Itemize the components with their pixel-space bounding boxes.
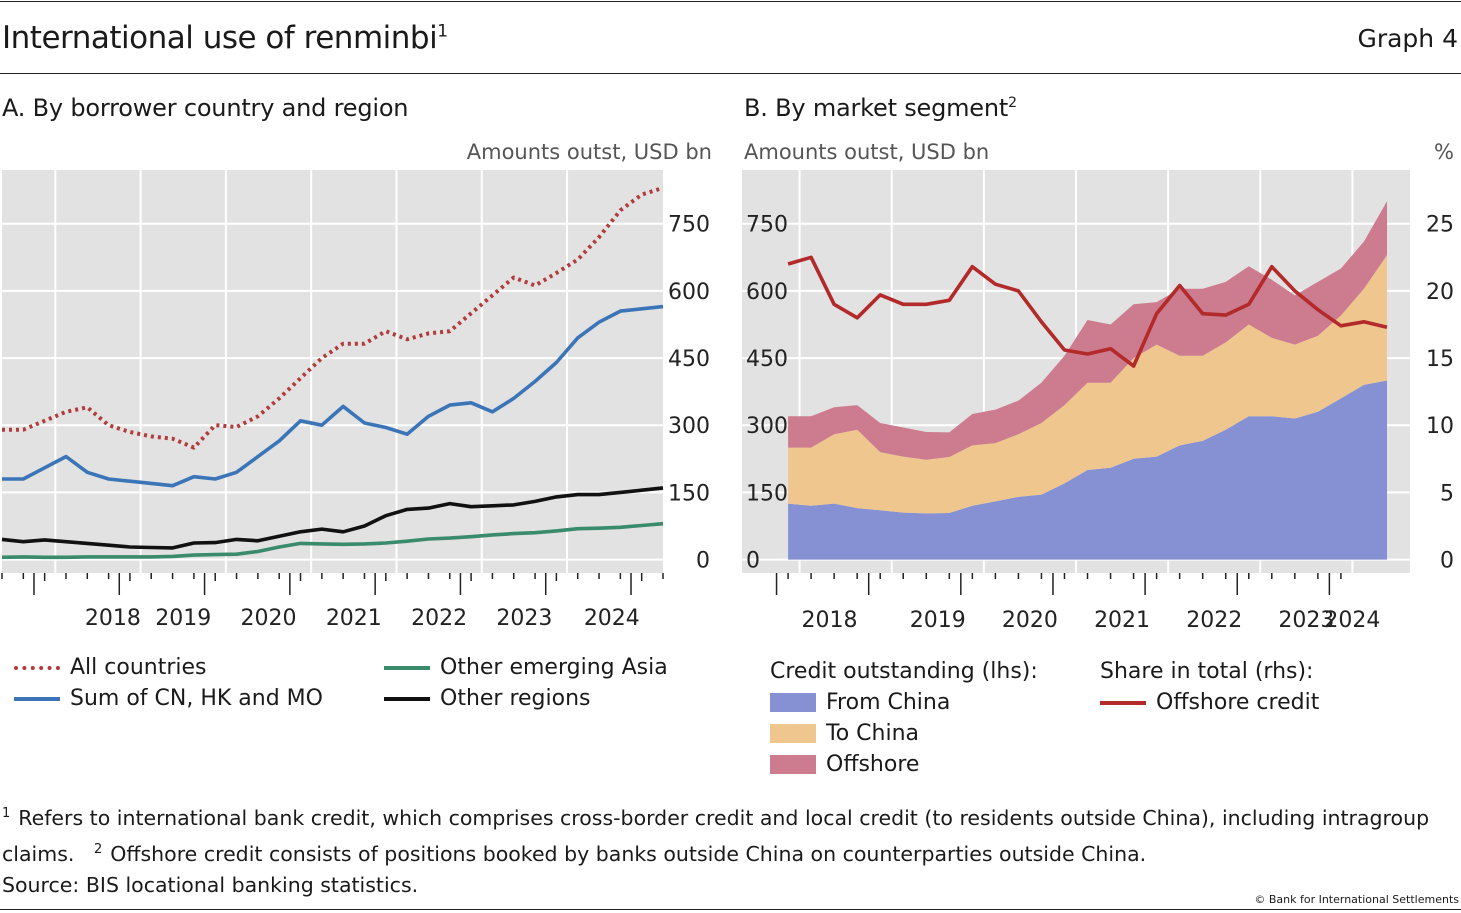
x-tick-label: 2024: [584, 606, 640, 631]
area-from-china: [788, 380, 1387, 560]
legend-swatch-offshore: [770, 755, 816, 774]
series-all-countries: [2, 185, 664, 450]
header-rule: [0, 73, 1461, 74]
legend-swatch-other-em-asia: [384, 665, 430, 670]
chart-a: 0 150 300 450 600 750 2018 2019 2020 2021 2022 2023…: [1, 170, 710, 631]
legend-swatch-offshore-credit: [1100, 700, 1146, 705]
legend-item-offshore-credit: Offshore credit: [1100, 687, 1319, 718]
top-rule: [0, 1, 1461, 2]
legend-swatch-from-china: [770, 693, 816, 712]
y-tick-label-left: 600: [746, 280, 788, 305]
x-tick-label: 2020: [1002, 608, 1058, 633]
y-tick-label: 150: [668, 481, 710, 506]
panel-a-title: A. By borrower country and region: [2, 94, 409, 122]
x-tick-label: 2020: [241, 606, 297, 631]
y-tick-label: 750: [668, 213, 710, 238]
panel-b-unit-right: %: [1434, 140, 1454, 164]
legend-label-other-regions: Other regions: [440, 686, 591, 711]
y-tick-label: 300: [668, 414, 710, 439]
y-tick-label: 600: [668, 280, 710, 305]
legend-a: All countries Sum of CN, HK and MO: [14, 652, 323, 714]
x-tick-label: 2019: [155, 606, 211, 631]
area-offshore: [788, 201, 1387, 460]
legend-label-from-china: From China: [826, 690, 951, 715]
series-offshore-credit-share: [787, 255, 1388, 368]
y-tick-label-left: 750: [746, 213, 788, 238]
panel-b-title: B. By market segment2: [744, 94, 1017, 122]
legend-label-offshore: Offshore: [826, 752, 920, 777]
panel-b-unit-left: Amounts outst, USD bn: [744, 140, 990, 164]
chart-b: 0 150 300 450 600 750 0 5 10 15 20 25 2018 2019 2020 20…: [742, 170, 1454, 633]
x-tick-label: 2021: [326, 606, 382, 631]
series-other-em-asia: [1, 521, 664, 560]
legend-item-sum-cn-hk-mo: Sum of CN, HK and MO: [14, 683, 323, 714]
legend-item-other-regions: Other regions: [384, 683, 668, 714]
x-tick-label: 2018: [85, 606, 141, 631]
y-tick-label-left: 0: [746, 549, 760, 574]
y-tick-label-left: 150: [746, 481, 788, 506]
page-title: International use of renminbi1: [2, 20, 448, 56]
y-tick-label-left: 450: [746, 347, 788, 372]
x-tick-label: 2022: [1186, 608, 1242, 633]
x-tick-label: 2024: [1324, 608, 1380, 633]
legend-swatch-all-countries: [14, 665, 60, 670]
y-tick-label-left: 300: [746, 414, 788, 439]
legend-b-lhs: Credit outstanding (lhs): From China To …: [770, 656, 1038, 780]
bottom-rule: [0, 909, 1461, 910]
legend-label-other-em-asia: Other emerging Asia: [440, 655, 668, 680]
title-footnote-mark: 1: [437, 21, 448, 42]
footnotes: 1 Refers to international bank credit, wh…: [2, 798, 1460, 870]
legend-label-sum-cn-hk-mo: Sum of CN, HK and MO: [70, 686, 323, 711]
plot-area: [2, 170, 663, 573]
legend-label-all-countries: All countries: [70, 655, 207, 680]
footnote-2-mark: 2: [93, 841, 103, 857]
legend-b-rhs-heading: Share in total (rhs):: [1100, 659, 1314, 684]
legend-item-other-em-asia: Other emerging Asia: [384, 652, 668, 683]
y-tick-label: 450: [668, 347, 710, 372]
panel-a-unit-label: Amounts outst, USD bn: [466, 140, 712, 164]
legend-swatch-sum-cn-hk-mo: [14, 696, 60, 701]
legend-item-offshore: Offshore: [770, 749, 1038, 780]
y-tick-label-right: 25: [1426, 213, 1454, 238]
graph-label: Graph 4: [1357, 24, 1458, 53]
y-tick-label-right: 10: [1426, 414, 1454, 439]
area-to-china: [788, 255, 1387, 514]
legend-b-rhs: Share in total (rhs): Offshore credit: [1100, 656, 1319, 718]
y-tick-label-right: 20: [1426, 280, 1454, 305]
y-tick-label-right: 0: [1440, 549, 1454, 574]
x-tick-label: 2019: [910, 608, 966, 633]
legend-a-right: Other emerging Asia Other regions: [384, 652, 668, 714]
x-tick-label: 2023: [496, 606, 552, 631]
series-sum-cn-hk-mo: [2, 304, 664, 488]
x-tick-label: 2022: [411, 606, 467, 631]
legend-swatch-to-china: [770, 724, 816, 743]
legend-b-lhs-heading: Credit outstanding (lhs):: [770, 659, 1038, 684]
y-tick-label: 0: [696, 549, 710, 574]
legend-label-offshore-credit: Offshore credit: [1156, 690, 1320, 715]
x-tick-label: 2023: [1278, 608, 1334, 633]
legend-item-all-countries: All countries: [14, 652, 323, 683]
x-tick-label: 2021: [1094, 608, 1150, 633]
source-note: Source: BIS locational banking statistic…: [2, 873, 419, 897]
y-tick-label-right: 5: [1440, 481, 1454, 506]
copyright: © Bank for International Settlements: [1254, 893, 1459, 906]
legend-label-to-china: To China: [826, 721, 919, 746]
legend-item-from-china: From China: [770, 687, 1038, 718]
x-tick-label: 2018: [802, 608, 858, 633]
series-other-regions: [1, 486, 664, 550]
legend-item-to-china: To China: [770, 718, 1038, 749]
y-tick-label-right: 15: [1426, 347, 1454, 372]
panel-b-footnote-mark: 2: [1008, 95, 1017, 111]
footnote-1-mark: 1: [2, 806, 11, 821]
footnote-2: Offshore credit consists of positions bo…: [110, 841, 1147, 866]
legend-swatch-other-regions: [384, 696, 430, 701]
footnote-1: Refers to international bank credit, whi…: [2, 805, 1430, 866]
